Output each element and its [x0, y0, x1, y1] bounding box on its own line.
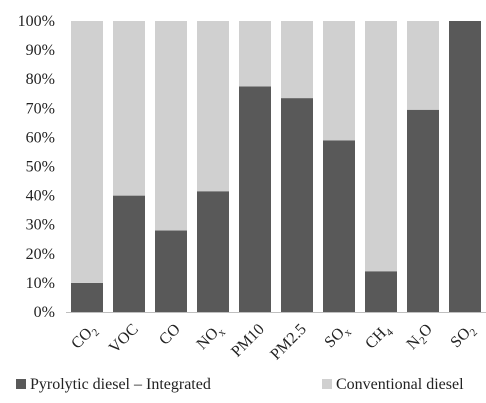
x-category-label: SO2 [447, 321, 479, 353]
bars [66, 21, 486, 313]
svg-text:N2O: N2O [404, 321, 438, 355]
y-tick-label: 70% [26, 100, 55, 117]
legend-item-pyrolytic: Pyrolytic diesel – Integrated [16, 376, 211, 393]
x-category-label: PM10 [228, 321, 268, 361]
bar-segment-pyrolytic [155, 230, 187, 312]
y-tick-label: 100% [18, 13, 55, 30]
y-tick-label: 90% [26, 42, 55, 59]
bar-segment-conventional [407, 21, 439, 110]
legend-item-conventional: Conventional diesel [322, 376, 464, 393]
bar-segment-pyrolytic [365, 271, 397, 312]
bar-segment-pyrolytic [407, 109, 439, 312]
svg-text:SO2: SO2 [447, 321, 479, 353]
legend-swatch [322, 379, 332, 389]
y-tick-label: 40% [26, 188, 55, 205]
y-tick-label: 60% [26, 129, 55, 146]
bar-segment-pyrolytic [281, 98, 313, 313]
x-category-label: N2O [404, 321, 438, 355]
y-tick-label: 30% [26, 217, 55, 234]
bar-segment-conventional [155, 21, 187, 231]
legend-swatch [16, 379, 26, 389]
bar-segment-conventional [71, 21, 103, 283]
bar-segment-conventional [113, 21, 145, 196]
x-category-label: NOx [194, 320, 229, 355]
x-category-label: PM2.5 [267, 321, 310, 364]
svg-text:VOC: VOC [106, 321, 142, 357]
legend-label: Pyrolytic diesel – Integrated [30, 376, 211, 393]
legend-label: Conventional diesel [336, 376, 464, 393]
x-category-label: CH4 [362, 320, 396, 354]
y-tick-label: 20% [26, 246, 55, 263]
y-tick-label: 50% [26, 159, 55, 176]
bar-segment-conventional [365, 21, 397, 272]
bar-segment-pyrolytic [239, 86, 271, 312]
x-category-label: CO2 [68, 321, 102, 355]
y-axis: 0% 10% 20% 30% 40% 50% 60% 70% 80% 90% 100% [18, 13, 55, 321]
bar-segment-pyrolytic [197, 191, 229, 312]
svg-text:PM10: PM10 [228, 321, 268, 361]
svg-text:PM2.5: PM2.5 [267, 321, 310, 364]
bar-segment-conventional [197, 21, 229, 192]
y-tick-label: 10% [26, 275, 55, 292]
svg-text:NOx: NOx [194, 320, 229, 355]
svg-text:SOx: SOx [321, 320, 354, 353]
svg-text:CH4: CH4 [362, 320, 396, 354]
bar-segment-pyrolytic [113, 195, 145, 312]
bar-segment-conventional [281, 21, 313, 99]
x-category-label: SOx [321, 320, 354, 353]
svg-text:CO2: CO2 [68, 321, 102, 355]
bar-segment-conventional [239, 21, 271, 87]
legend: Pyrolytic diesel – Integrated Conventiona… [16, 376, 464, 393]
svg-text:CO: CO [156, 321, 184, 349]
bar-segment-conventional [323, 21, 355, 141]
y-tick-label: 0% [34, 304, 55, 321]
bar-segment-pyrolytic [449, 21, 481, 312]
y-tick-label: 80% [26, 71, 55, 88]
bar-segment-pyrolytic [323, 140, 355, 312]
x-category-label: CO [156, 321, 184, 349]
bar-segment-pyrolytic [71, 282, 103, 312]
x-category-label: VOC [106, 321, 142, 357]
